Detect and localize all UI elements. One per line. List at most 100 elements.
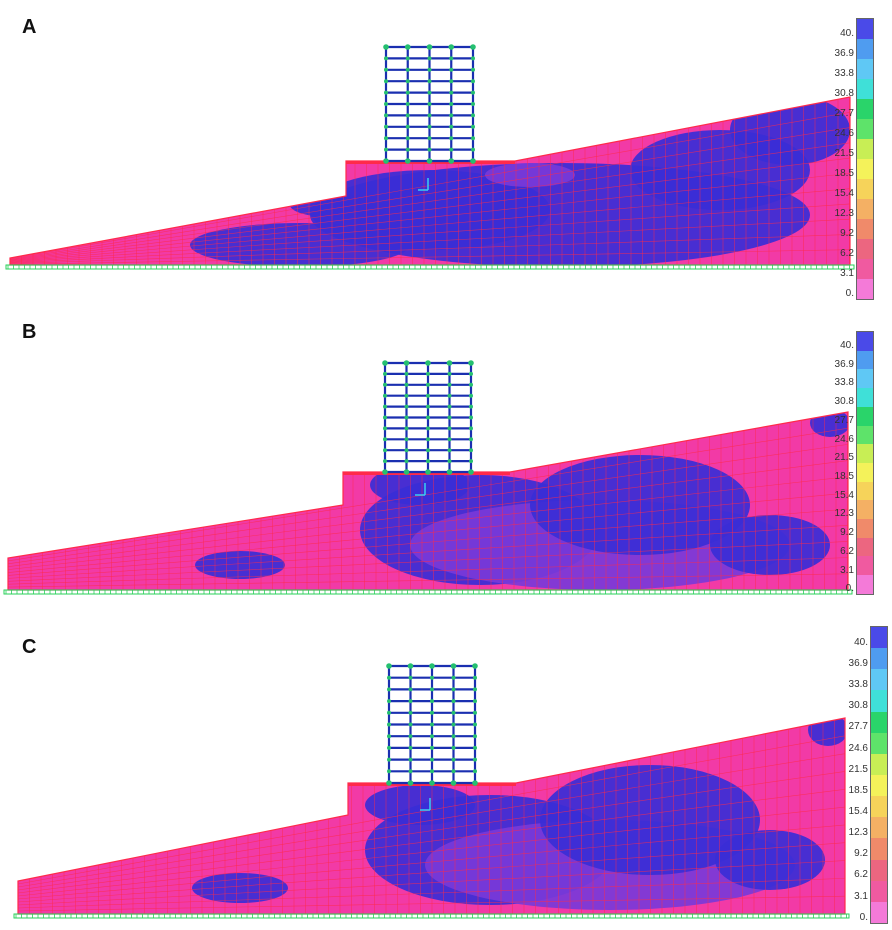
legend-tick-label: 18.5 [834, 470, 854, 482]
frame-node [451, 710, 456, 715]
frame-node [471, 102, 475, 106]
frame-node [469, 393, 473, 398]
legend-color-cell [871, 859, 887, 881]
frame-node [426, 415, 430, 420]
legend-color-cell [871, 690, 887, 712]
frame-node [447, 426, 452, 431]
frame-node [473, 769, 477, 774]
frame-node [429, 780, 435, 786]
mesh-line [18, 771, 845, 891]
frame-node [387, 734, 391, 739]
frame-node [450, 663, 457, 669]
mesh-line [10, 142, 850, 261]
base-strip [5, 264, 855, 270]
frame-node [387, 675, 391, 680]
contour-plot [3, 360, 853, 595]
legend-tick-label: 15.4 [834, 188, 854, 199]
frame-node [468, 360, 474, 366]
legend-color-cell [857, 39, 873, 59]
frame-node [405, 102, 410, 106]
legend-tick-label: 0. [845, 583, 854, 595]
legend-color-bar [870, 626, 888, 924]
mesh-line [8, 460, 848, 568]
frame-node [468, 469, 474, 475]
mesh-line [8, 557, 848, 585]
frame-node [471, 56, 475, 61]
frame-node [471, 147, 475, 152]
frame-node [448, 158, 455, 164]
frame-node [430, 757, 434, 762]
frame-node [446, 469, 453, 475]
frame-node [404, 404, 409, 409]
mesh-line [8, 476, 848, 570]
frame-node [449, 124, 454, 129]
panel-b: B 40. 36.9 33.8 30.8 27.7 24.6 21.5 18.5 15.4 12.… [0, 305, 892, 610]
legend-tick-label: 36.9 [834, 358, 854, 370]
legend-tick-label: 40. [840, 339, 854, 351]
mesh-line [18, 860, 845, 906]
frame-node [383, 448, 387, 453]
mesh-line [18, 788, 845, 894]
legend-tick-label: 18.5 [848, 784, 868, 796]
legend-color-cell [857, 332, 873, 351]
frame-node [405, 67, 410, 72]
frame-node [405, 113, 410, 118]
frame-node [383, 158, 389, 164]
frame-node [471, 67, 475, 72]
mesh-line [10, 234, 850, 265]
frame-node [384, 56, 388, 61]
legend-tick-label: 30.8 [848, 700, 868, 712]
frame-node [469, 382, 473, 387]
frame-node [383, 371, 387, 376]
frame-node [426, 448, 430, 453]
legend-tick-label: 24.6 [834, 128, 854, 139]
frame-node [387, 769, 391, 774]
frame-node [446, 360, 453, 366]
frame-node [449, 90, 454, 95]
frame-node [408, 745, 413, 750]
frame-node [427, 136, 432, 141]
frame-node [408, 710, 413, 715]
frame-node [405, 124, 410, 129]
frame-node [426, 426, 430, 431]
legend-color-cell [857, 279, 873, 299]
mesh-line [18, 842, 845, 903]
frame-node [384, 124, 388, 129]
legend-tick-label: 0. [845, 288, 854, 299]
frame-node [408, 699, 413, 704]
frame-node [425, 360, 431, 366]
frame-node [469, 426, 473, 431]
legend-tick-label: 33.8 [834, 68, 854, 79]
mesh-line [8, 524, 848, 579]
frame-node [449, 67, 454, 72]
frame-node [408, 734, 413, 739]
frame-node [386, 663, 392, 669]
base-strip [3, 589, 853, 595]
mesh-line [10, 157, 850, 261]
frame-node [408, 722, 413, 727]
frame-node [383, 437, 387, 442]
frame-node [426, 393, 430, 398]
mesh-line [8, 444, 848, 565]
frame-node [405, 90, 410, 95]
legend-tick-label: 9.2 [854, 848, 868, 860]
frame-node [404, 426, 409, 431]
frame-node [427, 79, 432, 84]
legend-color-cell [871, 627, 887, 649]
legend-color-cell [871, 711, 887, 733]
frame-node [471, 136, 475, 141]
mesh-line [10, 218, 850, 264]
mesh-line [8, 541, 848, 582]
building-frame [383, 44, 476, 164]
legend-tick-label: 6.2 [840, 248, 854, 259]
frame-node [427, 147, 432, 152]
frame-node [447, 415, 452, 420]
frame-node [383, 459, 387, 464]
frame-node [451, 699, 456, 704]
frame-node [387, 722, 391, 727]
frame-node [404, 459, 409, 464]
frame-node [472, 780, 478, 786]
frame-node [447, 448, 452, 453]
mesh-line [18, 735, 845, 885]
frame-node [469, 415, 473, 420]
